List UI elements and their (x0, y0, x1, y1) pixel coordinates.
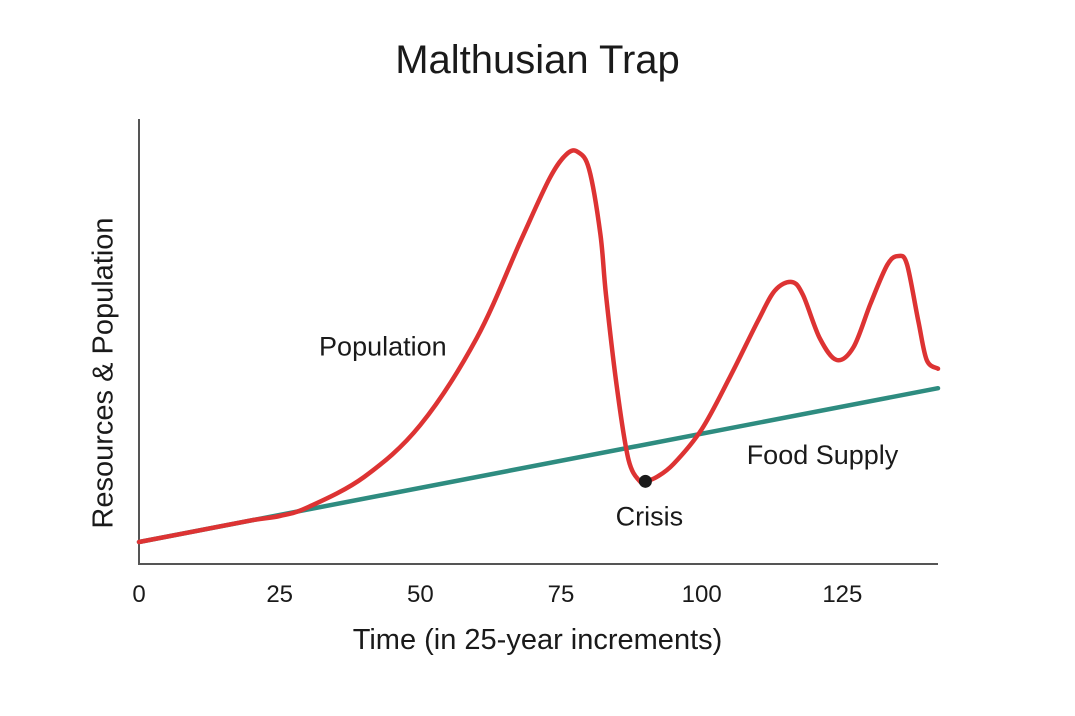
x-axis-label: Time (in 25-year increments) (352, 624, 723, 656)
x-tick-label: 25 (266, 581, 293, 608)
x-tick-label: 50 (407, 581, 434, 608)
annotation-population: Population (319, 332, 447, 362)
y-axis-label: Resources & Population (87, 217, 120, 529)
axes (138, 119, 938, 565)
x-tick-label: 100 (682, 581, 722, 608)
x-tick-label: 0 (132, 581, 145, 608)
annotation-food-supply: Food Supply (747, 440, 899, 470)
chart-title: Malthusian Trap (395, 38, 680, 82)
x-tick-labels: 0 25 50 75 100 125 (132, 581, 862, 608)
annotation-crisis: Crisis (616, 501, 684, 531)
x-tick-label: 125 (822, 581, 862, 608)
series-line-population (136, 148, 941, 545)
crisis-point-marker (638, 474, 652, 488)
series-layer (136, 148, 941, 545)
annotations-layer: Population Food Supply Crisis (319, 332, 899, 532)
x-tick-label: 75 (548, 581, 575, 608)
